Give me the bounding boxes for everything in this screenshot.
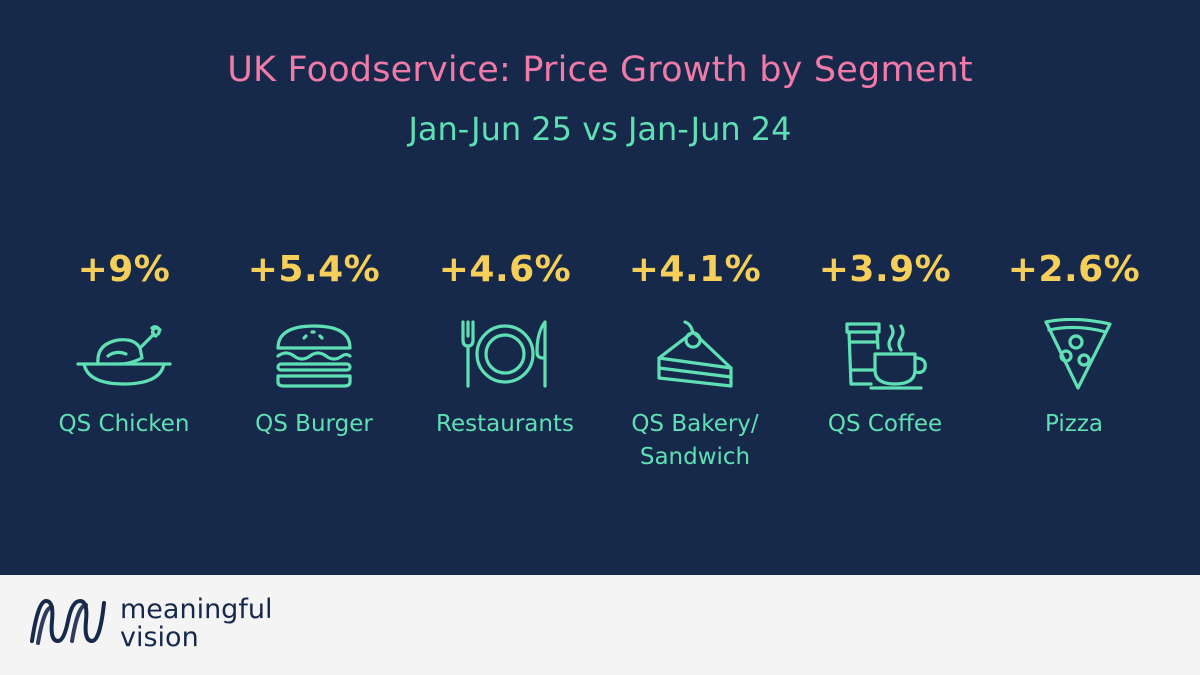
segment-qs-bakery-sandwich: +4.1% QS Bakery/ Sandwich — [600, 244, 790, 474]
value-label: +4.6% — [438, 249, 572, 290]
chart-title: UK Foodservice: Price Growth by Segment — [227, 50, 973, 90]
coffee-icon — [845, 322, 927, 390]
brand-logo: meaningful vision — [120, 596, 272, 652]
value-label: +2.6% — [1007, 249, 1141, 290]
footer-bar — [0, 575, 1200, 675]
value-label: +5.4% — [247, 249, 381, 290]
segment-qs-chicken: +9% QS Chicken — [29, 244, 219, 441]
segment-label-line2: Sandwich — [639, 444, 751, 470]
segment-restaurants: +4.6% Restaurants — [410, 244, 600, 441]
segment-qs-burger: +5.4% QS Burger — [219, 244, 409, 441]
segment-qs-coffee: +3.9% QS Coffee — [790, 244, 980, 441]
brand-line1: meaningful — [120, 594, 273, 625]
segment-label: QS Chicken — [58, 411, 190, 437]
segment-label: Restaurants — [436, 411, 574, 437]
brand-line2: vision — [120, 622, 199, 653]
cake-slice-icon — [657, 320, 733, 388]
segment-label: QS Coffee — [827, 411, 943, 437]
plate-cutlery-icon — [461, 320, 547, 388]
segment-label: Pizza — [1045, 411, 1103, 437]
value-label: +4.1% — [628, 249, 762, 290]
chart-panel: UK Foodservice: Price Growth by Segment … — [0, 0, 1200, 575]
segment-label: QS Burger — [255, 411, 373, 437]
chicken-icon — [76, 325, 172, 386]
burger-icon — [276, 324, 352, 388]
chart-subtitle: Jan-Jun 25 vs Jan-Jun 24 — [408, 110, 792, 148]
value-label: +9% — [77, 249, 171, 290]
segment-label-line1: QS Bakery/ — [631, 411, 759, 437]
value-label: +3.9% — [818, 249, 952, 290]
segment-pizza: +2.6% Pizza — [979, 244, 1169, 441]
pizza-icon — [1044, 318, 1112, 390]
brand-logo-icon — [30, 599, 106, 645]
